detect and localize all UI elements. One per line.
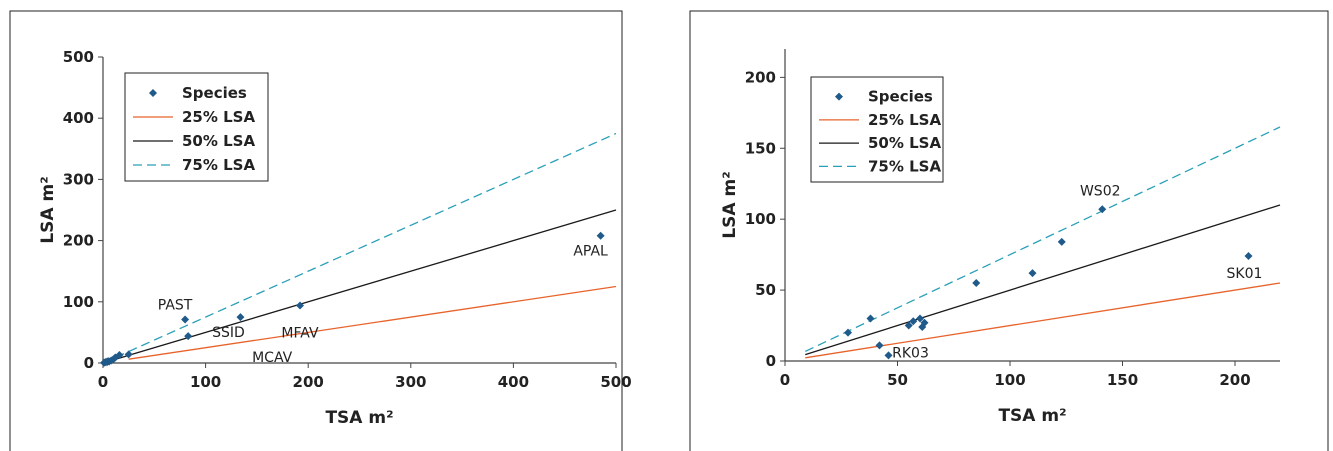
x-tick-label: 500 (600, 373, 631, 391)
legend-entry: 25% LSA (182, 108, 255, 126)
series-line-25lsa (128, 285, 617, 360)
data-point (916, 314, 924, 323)
point-label: MCAV (252, 350, 293, 366)
data-point (875, 341, 884, 350)
data-point (844, 328, 852, 337)
legend-entry: Species (868, 88, 933, 106)
data-point (1028, 269, 1037, 278)
x-tick-label: 0 (780, 371, 790, 389)
x-tick-label: 50 (887, 371, 908, 389)
series-line-75lsa (804, 126, 1281, 353)
legend-entry: Species (182, 84, 247, 102)
data-point (184, 332, 193, 341)
legend-box (124, 72, 269, 182)
point-label: APAL (573, 244, 608, 260)
x-tick-label: 100 (190, 373, 221, 391)
point-label: WS02 (1080, 183, 1121, 199)
x-tick-label: 300 (395, 373, 426, 391)
chart-panel-left: 0 100 200 300 400 500 0 100 200 300 400 500 TSA m² LS… (0, 0, 635, 451)
data-point (866, 314, 875, 323)
data-point (181, 315, 190, 324)
point-label: MFAV (281, 325, 319, 341)
x-axis-label: TSA m² (325, 408, 393, 428)
data-point (920, 318, 929, 327)
legend: Species 25% LSA 50% LSA 75% LSA (124, 72, 269, 182)
data-point (115, 351, 124, 360)
x-tick-label: 400 (498, 373, 529, 391)
data-point (596, 231, 605, 240)
x-axis-label: TSA m² (998, 406, 1066, 426)
data-point (1057, 237, 1066, 246)
legend-marker-species (149, 89, 157, 97)
series-line-25lsa (805, 282, 1281, 359)
legend-entry: 50% LSA (182, 132, 255, 150)
legend: Species 25% LSA 50% LSA 75% LSA (810, 76, 944, 183)
x-tick-label: 200 (293, 373, 324, 391)
series-line-50lsa (102, 209, 617, 364)
legend-entry: 75% LSA (182, 156, 255, 174)
y-tick-label: 200 (745, 68, 776, 86)
series-line-75lsa (102, 132, 617, 364)
data-point (884, 351, 893, 360)
y-tick-label: 0 (84, 354, 94, 372)
legend-box (810, 76, 944, 183)
data-point (124, 350, 133, 359)
data-point (295, 301, 304, 310)
chart-panel-right: 0 50 100 150 200 0 50 100 150 200 TSA m² LSA m² RK03… (687, 0, 1333, 451)
legend-entry: 25% LSA (868, 111, 941, 129)
data-point (972, 279, 981, 287)
point-label: PAST (158, 298, 193, 314)
y-tick-label: 50 (755, 281, 776, 299)
point-label: SSID (212, 325, 245, 341)
y-tick-label: 400 (63, 109, 94, 127)
x-tick-label: 150 (1107, 371, 1138, 389)
x-tick-label: 200 (1219, 371, 1250, 389)
chart-right: 0 50 100 150 200 0 50 100 150 200 TSA m² LSA m² RK03… (689, 10, 1329, 451)
x-tick-label: 0 (98, 373, 108, 391)
data-point (1244, 252, 1253, 261)
y-tick-label: 0 (766, 352, 776, 370)
y-tick-label: 500 (63, 48, 94, 66)
chart-left: 0 100 200 300 400 500 0 100 200 300 400 500 TSA m² LS… (9, 10, 632, 451)
data-point (909, 317, 918, 326)
y-axis-label: LSA m² (720, 171, 740, 238)
data-point (1098, 205, 1107, 214)
series-line-50lsa (805, 204, 1281, 356)
y-tick-label: 200 (63, 232, 94, 250)
y-tick-label: 300 (63, 170, 94, 188)
data-point (904, 321, 913, 330)
chart-frame (9, 10, 623, 451)
y-axis-label: LSA m² (38, 176, 58, 243)
y-tick-label: 150 (745, 139, 776, 157)
point-label: RK03 (892, 345, 929, 361)
x-tick-label: 100 (994, 371, 1025, 389)
chart-frame (689, 10, 1329, 451)
y-tick-label: 100 (63, 293, 94, 311)
legend-entry: 75% LSA (868, 157, 941, 175)
data-point (236, 313, 245, 322)
legend-entry: 50% LSA (868, 134, 941, 152)
y-tick-label: 100 (745, 210, 776, 228)
legend-marker-species (835, 92, 843, 101)
point-label: SK01 (1227, 266, 1263, 282)
